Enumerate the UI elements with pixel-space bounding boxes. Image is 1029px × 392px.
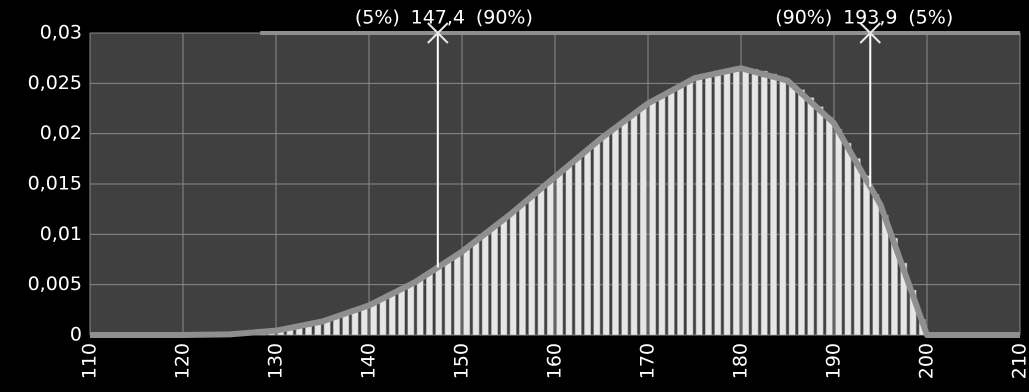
- bar: [704, 72, 712, 336]
- bar: [788, 83, 796, 336]
- bar: [537, 188, 545, 336]
- y-tick-label: 0,01: [40, 223, 82, 245]
- bar: [881, 215, 889, 336]
- bar: [816, 106, 824, 336]
- bar: [593, 141, 601, 336]
- bar: [388, 294, 396, 336]
- bar: [556, 172, 564, 336]
- fit-curve: [90, 65, 1020, 338]
- y-tick-label: 0,02: [40, 122, 82, 144]
- bar: [872, 194, 880, 336]
- bar: [574, 156, 582, 336]
- bar: [491, 226, 498, 336]
- x-tick-label: 130: [265, 343, 287, 379]
- bar: [797, 89, 805, 336]
- bar: [863, 175, 871, 336]
- bar: [807, 97, 815, 336]
- y-tick-label: 0,03: [40, 22, 82, 44]
- bar: [835, 129, 843, 336]
- y-tick-label: 0,015: [28, 173, 82, 195]
- marker-left-label: (5%): [355, 7, 400, 29]
- bar: [611, 126, 619, 336]
- bar: [444, 261, 452, 336]
- bar: [742, 68, 750, 336]
- bar: [407, 284, 415, 336]
- bar: [342, 314, 350, 336]
- bar: [453, 254, 461, 336]
- x-tick-label: 170: [637, 343, 659, 379]
- bar: [398, 289, 405, 336]
- bar: [714, 70, 722, 336]
- marker-value-label: 193,9: [843, 7, 897, 29]
- marker-left-label: (90%): [775, 7, 832, 29]
- x-tick-label: 180: [730, 343, 752, 379]
- bar: [584, 149, 592, 336]
- x-tick-label: 190: [823, 343, 845, 379]
- bar: [844, 142, 852, 336]
- bar: [825, 117, 833, 336]
- x-tick-label: 120: [172, 343, 194, 379]
- marker-right-label: (90%): [476, 7, 533, 29]
- bar: [528, 196, 536, 336]
- bar: [677, 84, 685, 336]
- bar: [630, 112, 638, 336]
- bar: [751, 68, 759, 336]
- bar: [546, 180, 554, 336]
- bar: [472, 241, 480, 336]
- bar: [602, 133, 610, 336]
- bar: [463, 247, 471, 336]
- marker-right-label: (5%): [908, 7, 953, 29]
- y-tick-label: 0: [70, 324, 82, 346]
- bar: [686, 79, 694, 336]
- bar: [658, 94, 666, 336]
- bar: [481, 234, 489, 336]
- bar: [500, 219, 508, 336]
- bar: [416, 278, 424, 336]
- bar: [435, 267, 443, 336]
- bar: [667, 88, 675, 336]
- bar: [425, 273, 433, 336]
- bar: [565, 164, 573, 336]
- bar: [360, 307, 368, 336]
- marker-x: [427, 22, 449, 44]
- bar: [853, 158, 861, 336]
- x-tick-label: 140: [358, 343, 380, 379]
- bar: [370, 303, 378, 336]
- x-tick-label: 200: [916, 343, 938, 379]
- bar: [695, 76, 703, 336]
- x-tick-label: 150: [451, 343, 473, 379]
- bar: [770, 73, 778, 336]
- bar: [760, 70, 768, 336]
- bar: [351, 310, 359, 336]
- marker-value-label: 147,4: [411, 7, 465, 29]
- bar: [732, 68, 740, 336]
- y-tick-label: 0,005: [28, 273, 82, 295]
- marker-x: [859, 22, 881, 44]
- bar: [723, 68, 731, 336]
- bar: [639, 106, 647, 336]
- x-tick-label: 210: [1009, 343, 1029, 379]
- bar: [649, 100, 657, 336]
- bar: [379, 298, 387, 336]
- bar: [621, 119, 629, 336]
- bar: [779, 77, 787, 336]
- x-tick-label: 110: [79, 343, 101, 379]
- y-tick-label: 0,025: [28, 72, 82, 94]
- bar: [509, 211, 517, 336]
- x-tick-label: 160: [544, 343, 566, 379]
- bar: [518, 204, 526, 336]
